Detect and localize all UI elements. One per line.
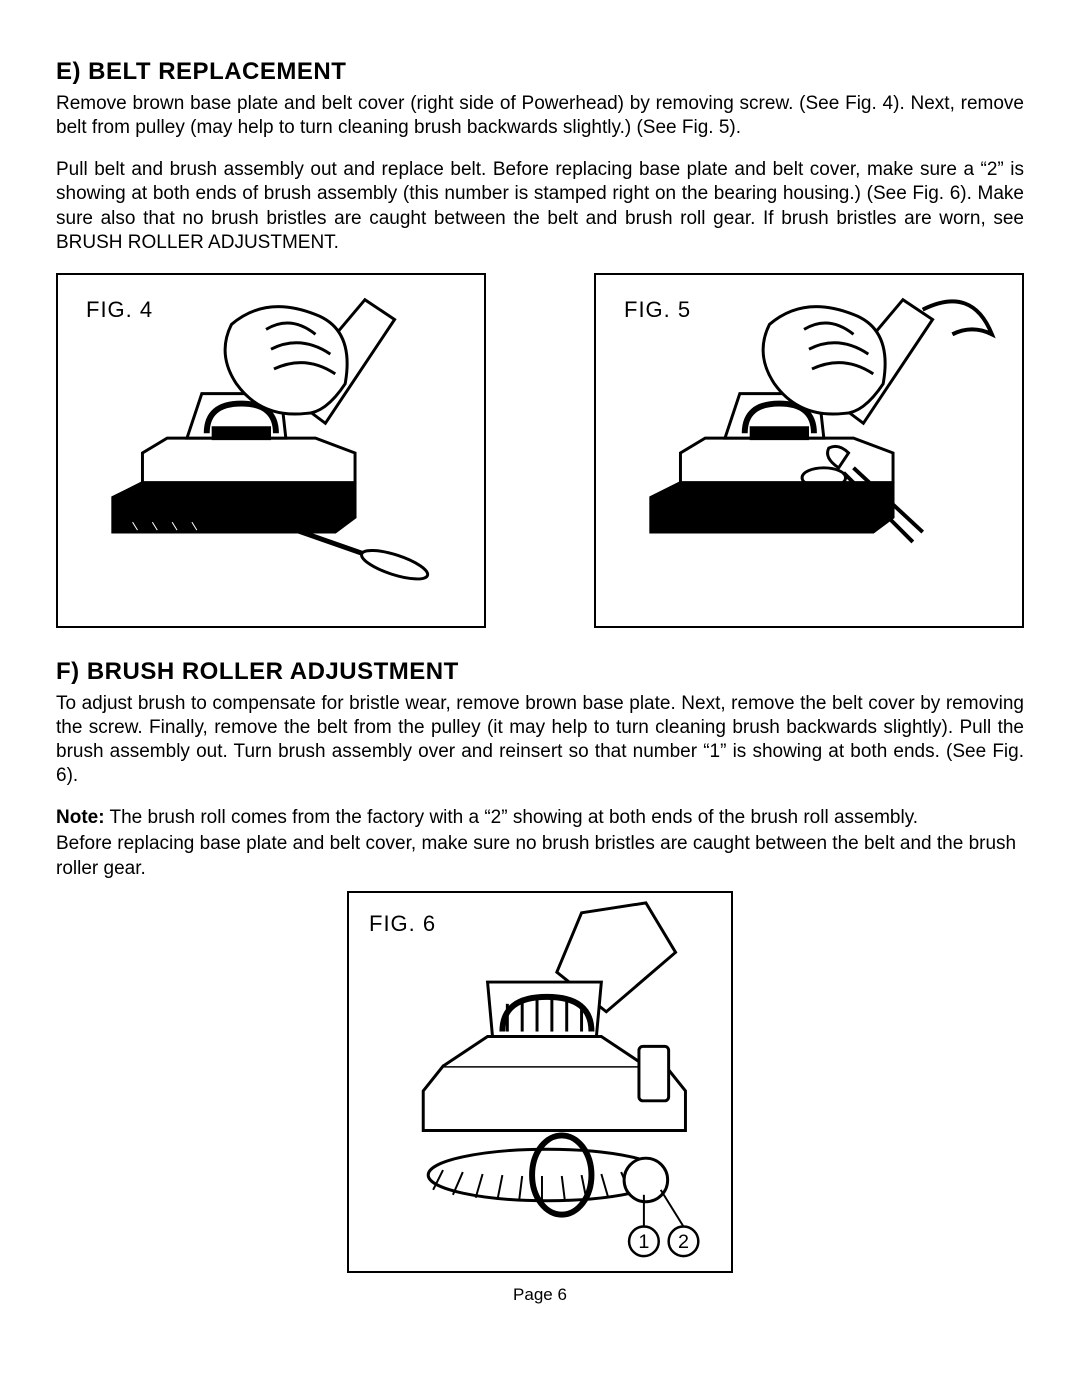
section-f-note: Note: The brush roll comes from the fact… [56, 806, 1024, 830]
note-label: Note: [56, 807, 105, 828]
manual-page: E) BELT REPLACEMENT Remove brown base pl… [0, 0, 1080, 1335]
section-e-heading: E) BELT REPLACEMENT [56, 58, 1024, 86]
figure-6-illustration: 1 2 [349, 893, 731, 1271]
section-f-heading: F) BRUSH ROLLER ADJUSTMENT [56, 658, 1024, 686]
figures-row: FIG. 4 [56, 273, 1024, 628]
svg-text:2: 2 [678, 1231, 689, 1253]
figure-4-illustration [58, 275, 484, 626]
section-e-paragraph-1: Remove brown base plate and belt cover (… [56, 92, 1024, 140]
page-footer: Page 6 [56, 1285, 1024, 1305]
figure-6-container: FIG. 6 [56, 891, 1024, 1273]
figure-5: FIG. 5 [594, 273, 1024, 628]
section-e-paragraph-2: Pull belt and brush assembly out and rep… [56, 158, 1024, 255]
svg-text:1: 1 [638, 1231, 649, 1253]
section-f-paragraph-3: Before replacing base plate and belt cov… [56, 832, 1024, 880]
figure-6: FIG. 6 [347, 891, 733, 1273]
figure-5-illustration [596, 275, 1022, 626]
note-text: The brush roll comes from the factory wi… [105, 807, 919, 828]
figure-4: FIG. 4 [56, 273, 486, 628]
section-f-paragraph-1: To adjust brush to compensate for bristl… [56, 692, 1024, 789]
